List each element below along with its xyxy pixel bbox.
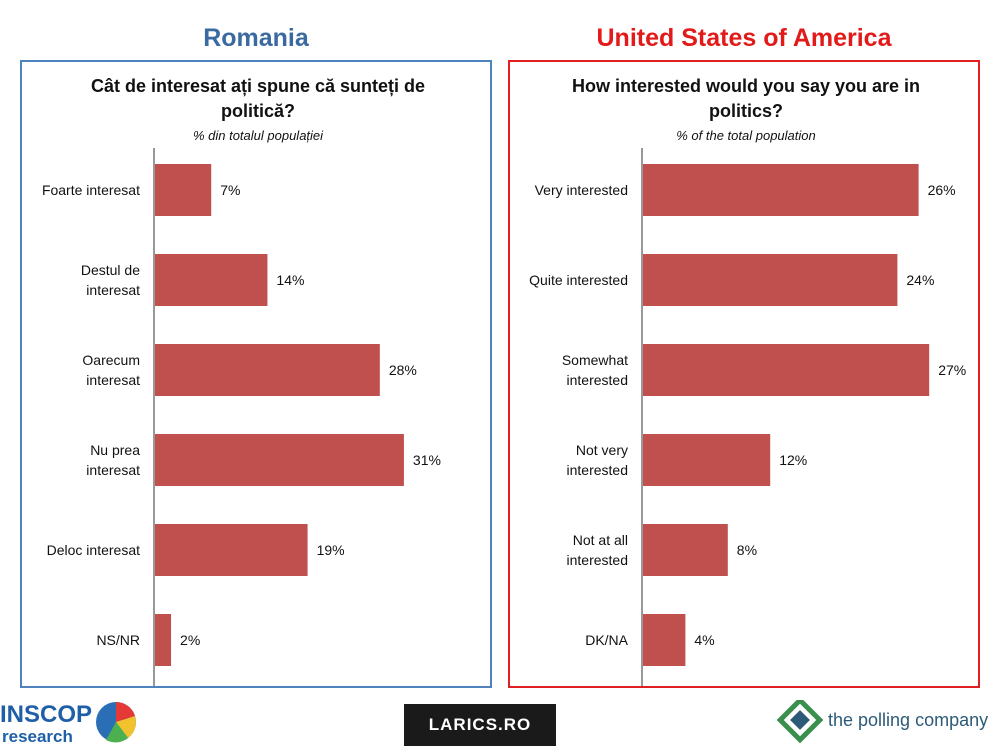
usa-category-label: Quite interested: [529, 272, 628, 288]
usa-bar: [643, 524, 728, 576]
usa-value-label: 8%: [737, 542, 757, 558]
romania-category-label: Deloc interesat: [47, 542, 140, 558]
usa-category-label: Not at all: [573, 532, 628, 548]
romania-bar: [155, 164, 212, 216]
usa-question-title: How interested would you say you are in …: [571, 76, 921, 121]
usa-category-label: interested: [567, 462, 628, 478]
romania-value-label: 28%: [389, 362, 417, 378]
romania-question-title: Cât de interesat ați spune că sunteți de…: [90, 76, 426, 121]
larics-logo-text: LARICS.RO: [428, 715, 532, 734]
diamond-icon-outer: [776, 700, 824, 744]
usa-value-label: 12%: [779, 452, 807, 468]
usa-category-label: Not very: [576, 442, 628, 458]
usa-bar: [643, 614, 686, 666]
romania-value-label: 19%: [317, 542, 345, 558]
larics-logo: LARICS.RO: [404, 704, 556, 746]
usa-chart-panel: How interested would you say you are in …: [508, 60, 980, 688]
usa-value-label: 27%: [938, 362, 966, 378]
romania-bar: [155, 254, 268, 306]
romania-value-label: 7%: [220, 182, 240, 198]
romania-category-label: Foarte interesat: [42, 182, 140, 198]
inscop-logo-text: INSCOP: [0, 701, 92, 728]
pie-icon-slice-green: [106, 722, 128, 743]
romania-category-label: Destul de: [81, 262, 140, 278]
romania-value-label: 2%: [180, 632, 200, 648]
usa-question-subtitle: % of the total population: [676, 128, 816, 143]
usa-bar: [643, 164, 919, 216]
usa-bar: [643, 434, 771, 486]
romania-country-title: Romania: [203, 24, 309, 52]
romania-category-label: Oarecum: [82, 352, 140, 368]
inscop-logo-subtext: research: [2, 727, 73, 746]
romania-bar: [155, 524, 308, 576]
inscop-logo-graphic: INSCOP research: [0, 701, 136, 746]
usa-category-label: Somewhat: [562, 352, 628, 368]
romania-category-label: NS/NR: [96, 632, 140, 648]
romania-value-label: 31%: [413, 452, 441, 468]
romania-question-subtitle: % din totalul populației: [192, 128, 324, 143]
polling-company-icon: [776, 700, 824, 744]
pie-icon-slice-red: [116, 702, 135, 722]
usa-category-label: Very interested: [535, 182, 628, 198]
romania-bar: [155, 344, 380, 396]
usa-bar: [643, 254, 898, 306]
romania-category-label: interesat: [86, 462, 140, 478]
romania-category-label: interesat: [86, 282, 140, 298]
usa-category-label: interested: [567, 372, 628, 388]
diamond-icon-inner: [790, 710, 810, 730]
polling-company-text: the polling company: [828, 710, 989, 730]
romania-bar-chart: 7% Foarte interesat 14% Destul de interesat 2…: [42, 148, 441, 686]
pie-icon-slice-yellow: [116, 716, 136, 738]
usa-category-label: DK/NA: [585, 632, 628, 648]
romania-bar: [155, 434, 404, 486]
romania-value-label: 14%: [276, 272, 304, 288]
usa-value-label: 24%: [906, 272, 934, 288]
usa-value-label: 26%: [928, 182, 956, 198]
usa-bar: [643, 344, 930, 396]
usa-bar-chart: 26% Very interested 24% Quite interested 27%…: [529, 148, 966, 686]
romania-bar: [155, 614, 172, 666]
usa-value-label: 4%: [694, 632, 714, 648]
inscop-logo: INSCOP research: [0, 696, 142, 748]
romania-category-label: interesat: [86, 372, 140, 388]
usa-category-label: interested: [567, 552, 628, 568]
polling-company-logo: the polling company: [776, 700, 998, 746]
romania-category-label: Nu prea: [90, 442, 140, 458]
usa-country-title: United States of America: [596, 24, 892, 52]
romania-chart-panel: Cât de interesat ați spune că sunteți de…: [20, 60, 492, 688]
